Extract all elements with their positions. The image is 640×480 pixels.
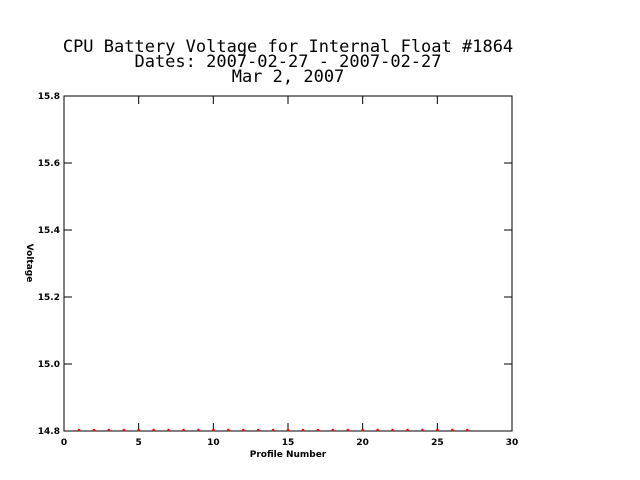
data-point [107,428,111,432]
data-point [226,428,230,432]
x-tick-label: 20 [356,438,369,448]
chart-title: CPU Battery Voltage for Internal Float #… [63,37,513,57]
data-point [212,428,215,432]
data-point [286,428,290,432]
chart-date: Mar 2, 2007 [232,67,345,87]
data-point [271,428,275,432]
x-axis-label: Profile Number [250,450,327,460]
data-point [256,428,260,432]
y-tick-label: 15.2 [38,293,60,303]
data-point [346,428,350,432]
x-tick-label: 5 [136,438,142,448]
data-point [331,428,335,432]
data-point [361,428,364,432]
x-tick-label: 10 [207,438,220,448]
chart-subtitle: Dates: 2007-02-27 - 2007-02-27 [134,52,441,72]
data-point [436,428,439,432]
data-point [465,428,469,432]
data-point [197,428,200,432]
x-tick-label: 25 [431,438,444,448]
x-tick-label: 0 [61,438,67,448]
data-point [167,428,170,432]
data-point [421,428,424,432]
data-point [182,428,185,432]
data-point [391,428,394,432]
data-point [92,428,96,432]
data-point [301,428,305,432]
data-point [152,428,155,432]
data-point [77,428,81,432]
data-point [137,428,140,432]
data-point [122,428,126,432]
x-tick-label: 15 [282,438,295,448]
y-tick-label: 15.4 [38,226,60,236]
data-point [450,428,454,432]
data-point [316,428,320,432]
data-point [406,428,409,432]
data-point [241,428,245,432]
y-tick-label: 15.0 [38,360,60,370]
y-tick-label: 15.8 [38,92,60,102]
y-tick-label: 14.8 [38,427,60,437]
data-point [376,428,379,432]
y-axis-label: Voltage [24,244,34,283]
y-tick-label: 15.6 [38,159,60,169]
x-tick-label: 30 [506,438,519,448]
